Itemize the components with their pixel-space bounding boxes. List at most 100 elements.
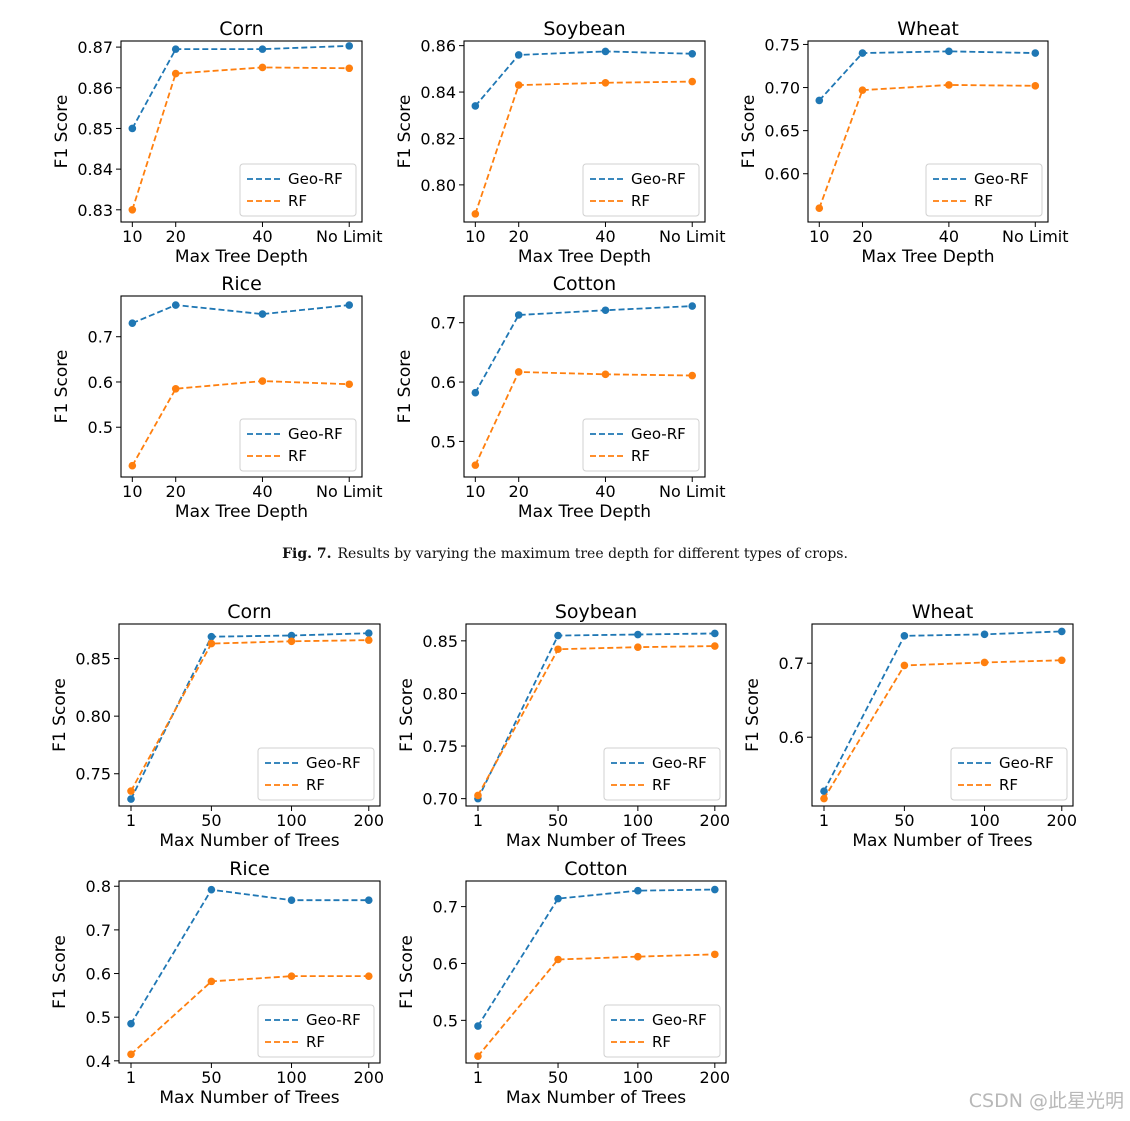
x-axis-label: Max Number of Trees [159,831,339,851]
x-tick-label: 100 [969,811,1000,830]
x-axis-label: Max Tree Depth [518,247,651,267]
legend-label: RF [306,1033,325,1051]
legend-box [603,1004,721,1058]
data-point-rf [258,377,267,385]
x-tick-label: No Limit [659,227,726,246]
y-tick-label: 0.87 [77,38,113,57]
data-point-geo-rf [514,51,523,59]
x-tick-label: 1 [819,811,829,830]
x-tick-label: No Limit [659,482,726,501]
data-point-geo-rf [514,311,523,319]
legend: Geo-RF RF [582,163,700,217]
chart-panel-5: Cotton 0.5 0.6 0.7 10 20 40 No Limit Max Tree De… [395,273,725,522]
x-axis-label: Max Number of Trees [852,831,1032,851]
data-point-geo-rf [207,632,216,641]
chart-panel-8: Wheat 0.6 0.7 1 50 100 200 Max Number of Trees F… [743,601,1077,851]
legend-box [257,747,375,801]
data-point-rf [128,461,137,470]
series-line-rf [818,84,1036,209]
series-line-geo-rf [474,305,693,394]
legend: Geo-RF RF [603,747,721,801]
data-point-rf [471,461,480,469]
data-point-rf [471,210,480,218]
legend-label: RF [288,447,307,465]
x-tick-label: 20 [852,227,872,246]
chart-title: Rice [229,858,270,880]
x-tick-label: 50 [201,1068,221,1087]
chart-panel-10: Cotton 0.5 0.6 0.7 1 50 100 200 Max Number of Tr… [397,858,730,1108]
data-point-rf [858,86,867,94]
data-point-rf [820,794,828,803]
legend-label: RF [631,192,650,210]
data-point-rf [171,69,180,78]
legend-box [582,163,700,217]
data-point-rf [634,952,642,961]
plot-frame [465,623,727,807]
data-point-rf [980,658,989,667]
y-tick-label: 0.75 [422,737,458,756]
legend-box [950,747,1068,801]
legend: Geo-RF RF [257,1004,375,1058]
data-point-rf [1057,656,1066,665]
legend: Geo-RF RF [239,163,357,217]
data-point-rf [514,81,523,89]
data-point-rf [207,639,216,648]
x-tick-label: 10 [122,482,142,501]
data-point-geo-rf [820,787,828,796]
y-tick-label: 0.7 [431,314,456,333]
y-tick-label: 0.7 [779,654,804,673]
figure-caption-label: Fig. 7. [282,546,332,562]
legend-label: Geo-RF [652,754,707,772]
legend-label: Geo-RF [288,170,343,188]
data-point-geo-rf [634,630,642,639]
legend-label: Geo-RF [306,754,361,772]
y-axis-label: F1 Score [395,350,415,424]
data-point-geo-rf [601,47,610,56]
data-point-geo-rf [127,1019,135,1028]
data-point-rf [171,384,180,393]
y-tick-label: 0.70 [764,79,800,98]
legend-label: Geo-RF [288,425,343,443]
chart-panel-4: Rice 0.5 0.6 0.7 10 20 40 No Limit Max Tree Dept… [52,273,382,522]
series-line-rf [130,975,369,1055]
data-point-rf [258,63,267,72]
data-point-geo-rf [345,42,354,50]
y-tick-label: 0.5 [431,432,456,451]
y-tick-label: 0.75 [75,765,111,784]
data-point-geo-rf [711,885,719,894]
data-point-rf [601,78,610,87]
y-tick-label: 0.80 [75,707,111,726]
x-tick-label: 20 [166,482,186,501]
x-tick-label: 50 [894,811,914,830]
data-point-geo-rf [258,45,267,53]
y-tick-label: 0.7 [433,898,458,917]
data-point-geo-rf [601,306,610,315]
x-tick-label: 10 [465,227,485,246]
legend: Geo-RF RF [257,747,375,801]
x-tick-label: No Limit [1002,227,1069,246]
data-point-rf [207,977,216,986]
series-line-rf [474,371,693,466]
legend-box [239,418,357,472]
x-tick-label: 50 [201,811,221,830]
data-point-rf [474,1052,482,1060]
data-point-rf [554,645,562,654]
plot-frame [120,295,363,478]
series-line-rf [477,953,715,1057]
series-line-rf [130,639,369,792]
y-tick-label: 0.6 [433,954,458,973]
y-tick-label: 0.83 [77,201,113,220]
data-point-geo-rf [207,885,216,894]
x-tick-label: 40 [595,482,615,501]
data-point-geo-rf [471,388,480,397]
y-tick-label: 0.7 [88,328,113,347]
data-point-geo-rf [980,630,989,639]
legend: Geo-RF RF [950,747,1068,801]
x-tick-label: 1 [126,811,136,830]
series-line-geo-rf [818,50,1036,102]
data-point-rf [287,972,296,980]
x-tick-label: 50 [548,1068,568,1087]
figure-caption-text: Results by varying the maximum tree dept… [337,546,848,562]
data-point-rf [514,368,523,376]
